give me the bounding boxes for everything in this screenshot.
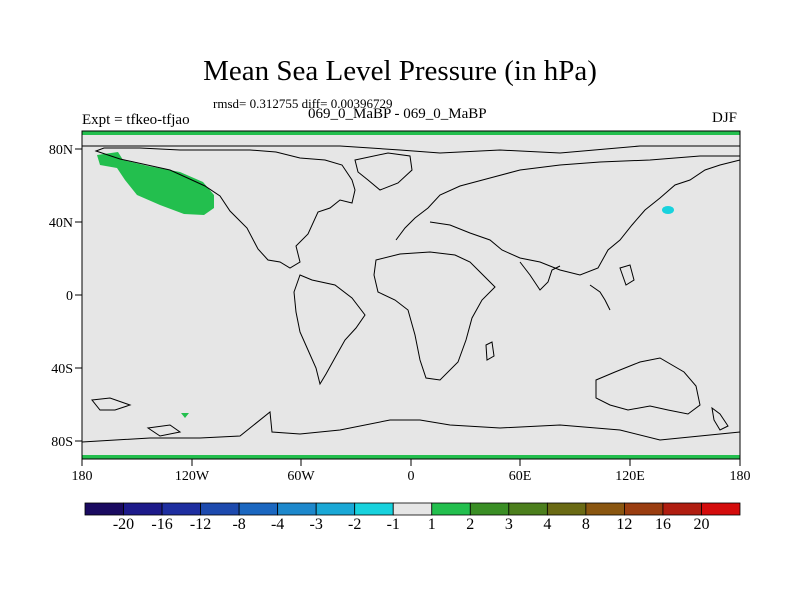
colorbar-label: -4 — [270, 516, 285, 533]
colorbar-swatch — [315, 502, 356, 516]
y-tick-label: 40S — [51, 362, 73, 377]
colorbar-swatch — [508, 502, 548, 516]
colorbar-swatch — [431, 502, 471, 516]
y-tick-label: 0 — [66, 289, 73, 304]
x-tick-label: 60W — [287, 469, 315, 484]
coastlines — [81, 145, 741, 443]
y-tick-label: 80N — [49, 143, 73, 158]
colorbar-swatch — [354, 502, 394, 516]
rmsd-diff-stats: rmsd= 0.312755 diff= 0.00396729 — [213, 96, 393, 111]
colorbar-swatch — [546, 502, 587, 516]
colorbar-swatch — [84, 502, 124, 516]
colorbar-swatch — [469, 502, 510, 516]
anomaly-north-band — [82, 131, 740, 135]
season-label: DJF — [712, 110, 738, 126]
colorbar-label: -20 — [112, 516, 135, 533]
y-tick-label: 40N — [49, 216, 73, 231]
colorbar-label: 12 — [616, 516, 633, 533]
colorbar-swatch — [200, 502, 240, 516]
colorbar-label: 4 — [543, 516, 552, 533]
x-tick-label: 180 — [730, 469, 751, 484]
colorbar-swatch — [701, 502, 741, 516]
colorbar-label: -1 — [386, 516, 400, 533]
page-title: Mean Sea Level Pressure (in hPa) — [203, 55, 597, 87]
colorbar-label: -8 — [232, 516, 246, 533]
colorbar-label: -2 — [348, 516, 362, 533]
y-tick-label: 80S — [51, 435, 73, 450]
tick-marks — [75, 148, 741, 466]
anomaly-nw-pacific — [662, 206, 674, 214]
colorbar-label: 20 — [693, 516, 710, 533]
x-tick-label: 120W — [175, 469, 210, 484]
colorbar-swatch — [585, 502, 625, 516]
colorbar — [84, 502, 741, 516]
experiment-label: Expt = tfkeo-tfjao — [82, 112, 190, 128]
colorbar-swatch — [624, 502, 664, 516]
anomaly-south-band — [82, 455, 740, 459]
colorbar-label: 3 — [504, 516, 513, 533]
anomaly-north-pacific — [97, 152, 214, 215]
experiment-subtitle: 069_0_MaBP - 069_0_MaBP — [308, 106, 487, 122]
x-tick-label: 0 — [408, 469, 415, 484]
colorbar-swatch — [662, 502, 702, 516]
colorbar-swatch — [238, 502, 279, 516]
colorbar-swatch — [123, 502, 163, 516]
x-tick-label: 120E — [615, 469, 645, 484]
colorbar-swatch — [392, 502, 433, 516]
colorbar-swatch — [161, 502, 201, 516]
anomaly-south-pacific — [181, 413, 189, 418]
colorbar-label: 2 — [466, 516, 475, 533]
x-axis-ticks: 180 120W 60W 0 60E 120E 180 — [72, 469, 751, 484]
colorbar-label: 16 — [654, 516, 671, 533]
x-tick-label: 60E — [509, 469, 532, 484]
colorbar-label: -16 — [151, 516, 173, 533]
y-axis-ticks: 80N 40N 0 40S 80S — [49, 143, 73, 450]
colorbar-label: 1 — [427, 516, 436, 533]
colorbar-label: 8 — [581, 516, 590, 533]
x-tick-label: 180 — [72, 469, 93, 484]
colorbar-label: -3 — [309, 516, 323, 533]
colorbar-swatch — [277, 502, 317, 516]
colorbar-label: -12 — [189, 516, 212, 533]
